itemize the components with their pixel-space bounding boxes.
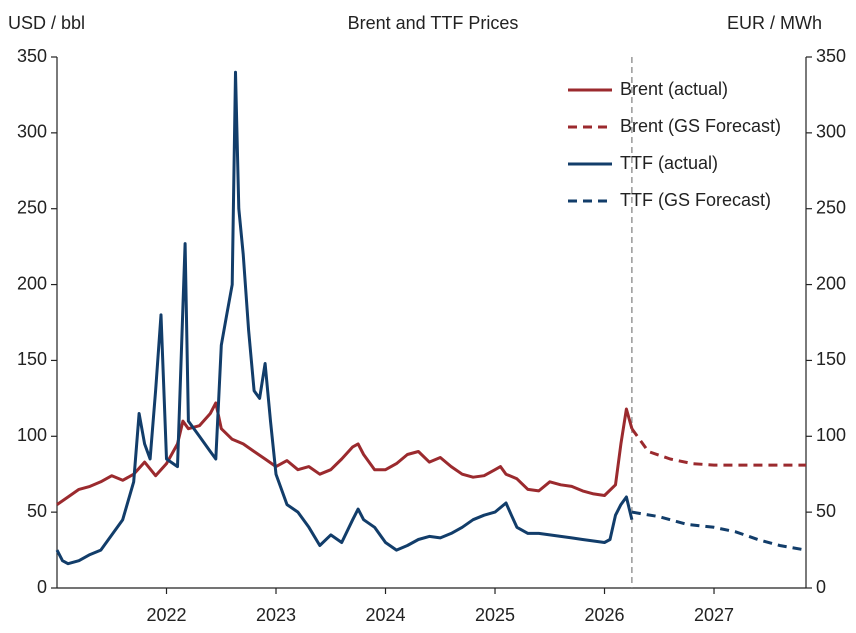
y-tick-label: 250 <box>17 197 47 217</box>
y2-tick-label: 150 <box>816 349 846 369</box>
series-line <box>55 70 634 566</box>
y2-tick-label: 250 <box>816 197 846 217</box>
x-tick-label: 2026 <box>584 605 624 625</box>
chart-title: Brent and TTF Prices <box>348 13 519 33</box>
y2-tick-label: 50 <box>816 501 836 521</box>
y-axis-label: USD / bbl <box>8 13 85 33</box>
y-tick-label: 200 <box>17 273 47 293</box>
y-tick-label: 300 <box>17 122 47 142</box>
y-tick-label: 50 <box>27 501 47 521</box>
x-tick-label: 2024 <box>365 605 405 625</box>
y2-tick-label: 350 <box>816 46 846 66</box>
x-tick-label: 2023 <box>256 605 296 625</box>
y2-tick-label: 200 <box>816 273 846 293</box>
y2-tick-label: 100 <box>816 425 846 445</box>
x-tick-label: 2025 <box>475 605 515 625</box>
y-tick-label: 350 <box>17 46 47 66</box>
y2-tick-label: 0 <box>816 577 826 597</box>
y2-tick-label: 300 <box>816 122 846 142</box>
y2-axis-label: EUR / MWh <box>727 13 822 33</box>
series-line <box>56 401 634 506</box>
legend-label: TTF (actual) <box>620 153 718 173</box>
x-tick-label: 2027 <box>694 605 734 625</box>
y-tick-label: 0 <box>37 577 47 597</box>
legend-label: TTF (GS Forecast) <box>620 190 771 210</box>
y-tick-label: 150 <box>17 349 47 369</box>
series-line <box>630 427 806 467</box>
legend-label: Brent (actual) <box>620 79 728 99</box>
series-line <box>631 510 807 552</box>
legend-label: Brent (GS Forecast) <box>620 116 781 136</box>
x-tick-label: 2022 <box>146 605 186 625</box>
y-tick-label: 100 <box>17 425 47 445</box>
